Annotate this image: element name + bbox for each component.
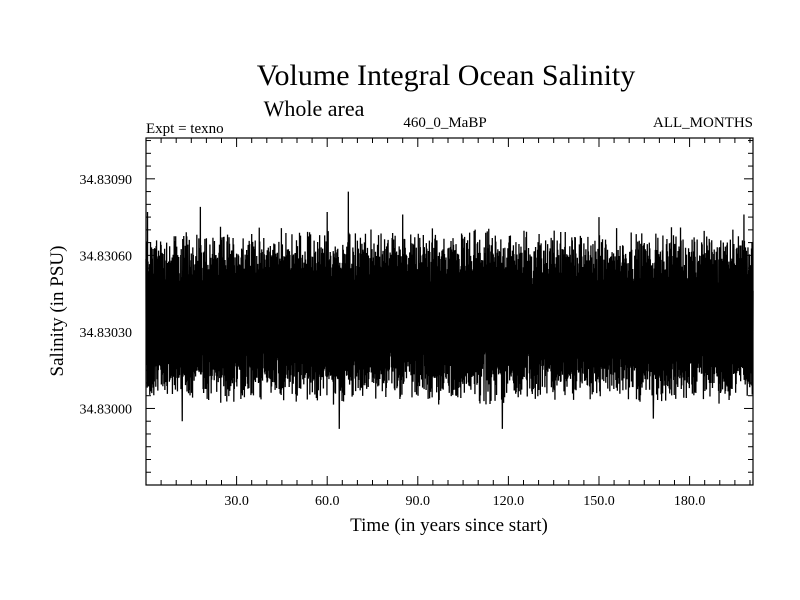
- y-axis-label: Salinity (in PSU): [47, 246, 68, 377]
- period-label: 460_0_MaBP: [403, 115, 486, 131]
- axis-ticks: 30.0 60.0 90.0 120.0 150.0 180.0 34.83000 34.83…: [80, 138, 753, 509]
- experiment-label: Expt = texno: [146, 121, 224, 137]
- months-label: ALL_MONTHS: [653, 115, 753, 131]
- plot-area: [145, 191, 754, 429]
- x-tick-label: 90.0: [406, 494, 431, 509]
- salinity-series-line: [145, 191, 754, 429]
- chart-title: Volume Integral Ocean Salinity: [257, 59, 636, 92]
- x-tick-label: 150.0: [583, 494, 615, 509]
- plot-frame: [145, 137, 754, 486]
- chart-subtitle: Whole area: [264, 96, 365, 121]
- x-axis-label: Time (in years since start): [350, 515, 548, 536]
- y-tick-label: 34.83090: [80, 173, 133, 188]
- y-tick-label: 34.83060: [80, 249, 133, 264]
- x-tick-label: 30.0: [224, 494, 249, 509]
- x-tick-label: 180.0: [674, 494, 706, 509]
- x-tick-label: 120.0: [493, 494, 525, 509]
- y-tick-label: 34.83000: [80, 402, 133, 417]
- x-tick-label: 60.0: [315, 494, 340, 509]
- y-tick-label: 34.83030: [80, 326, 133, 341]
